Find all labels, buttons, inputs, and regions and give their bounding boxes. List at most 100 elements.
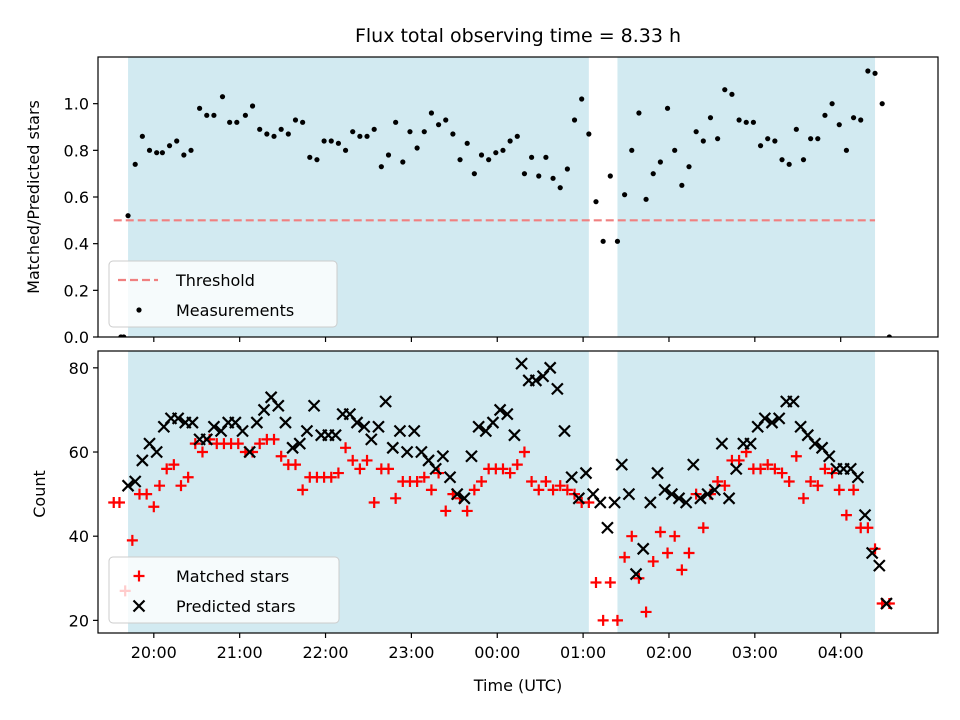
data-point	[736, 117, 742, 123]
data-point	[858, 508, 872, 522]
data-point	[464, 140, 470, 146]
data-point	[300, 424, 314, 438]
data-point	[679, 182, 685, 188]
data-point	[166, 143, 173, 149]
data-point	[188, 147, 194, 153]
data-point	[227, 119, 233, 125]
data-point	[478, 152, 485, 158]
data-point	[800, 157, 807, 163]
data-point	[836, 122, 842, 128]
top-panel: 0.0 0.2 0.4 0.6 0.8 1.0 Threshold Measurements	[64, 56, 939, 347]
data-point	[564, 166, 570, 172]
data-point	[557, 185, 563, 191]
data-point	[529, 374, 543, 387]
data-point	[234, 119, 240, 125]
data-point	[425, 484, 437, 496]
data-point	[765, 416, 779, 429]
data-point	[504, 467, 516, 479]
data-point	[357, 420, 371, 434]
data-point	[400, 159, 406, 165]
data-point	[528, 154, 535, 160]
x-tick-label: 04:00	[818, 643, 864, 662]
data-point	[207, 420, 221, 434]
data-point	[790, 450, 802, 462]
data-point	[572, 492, 586, 505]
data-point	[307, 399, 321, 412]
data-point	[514, 133, 520, 139]
data-point	[472, 420, 485, 434]
data-point	[722, 492, 736, 505]
data-point	[182, 471, 194, 483]
data-point	[407, 129, 413, 135]
data-point	[629, 147, 635, 153]
data-point	[772, 138, 778, 144]
x-tick-label: 01:00	[560, 643, 606, 662]
data-point	[382, 463, 394, 475]
data-point	[622, 487, 636, 501]
data-point	[136, 454, 149, 467]
data-point	[755, 463, 767, 475]
data-point	[329, 428, 342, 442]
data-point	[347, 454, 359, 466]
y-tick-label: 0.2	[64, 281, 89, 300]
data-point	[148, 501, 160, 513]
data-point	[693, 129, 699, 135]
data-point	[565, 470, 578, 484]
data-point	[436, 449, 450, 463]
data-point	[286, 441, 299, 455]
data-point	[551, 382, 564, 396]
y-tick-label: 1.0	[64, 95, 89, 114]
data-point	[543, 361, 557, 375]
data-point	[443, 117, 449, 123]
data-point	[843, 147, 850, 153]
data-point	[257, 403, 271, 417]
data-point	[607, 173, 613, 179]
chart-title: Flux total observing time = 8.33 h	[355, 25, 681, 47]
data-point	[622, 192, 628, 198]
data-point	[719, 480, 731, 492]
data-point	[521, 171, 528, 177]
data-point	[400, 445, 414, 459]
legend-marker	[132, 599, 146, 613]
legend-label: Matched stars	[176, 567, 289, 586]
data-point	[707, 115, 714, 121]
data-point	[204, 112, 210, 118]
data-point	[264, 131, 270, 137]
data-point	[672, 492, 686, 505]
data-point	[407, 424, 421, 438]
data-point	[665, 487, 679, 501]
x-tick-label: 00:00	[474, 643, 520, 662]
data-point	[196, 446, 208, 458]
data-point	[805, 475, 817, 487]
data-point	[708, 483, 722, 497]
data-point	[126, 534, 138, 546]
data-point	[386, 441, 400, 455]
data-point	[174, 138, 180, 144]
data-point	[644, 496, 657, 509]
data-point	[862, 522, 874, 534]
data-point	[683, 547, 695, 559]
data-point	[307, 154, 313, 160]
plot-area	[113, 68, 892, 337]
data-point	[594, 496, 607, 509]
data-point	[600, 238, 606, 244]
data-point	[368, 497, 380, 509]
data-point	[701, 487, 714, 501]
data-point	[186, 416, 199, 429]
y-tick-label: 0.4	[64, 235, 89, 254]
data-point	[500, 147, 506, 153]
data-point	[662, 547, 674, 559]
data-point	[815, 136, 821, 142]
legend-marker	[136, 307, 142, 313]
data-point	[547, 484, 559, 496]
data-point	[139, 133, 145, 139]
data-point	[121, 334, 127, 337]
data-point	[435, 122, 442, 128]
data-point	[278, 126, 284, 132]
data-point	[651, 466, 664, 480]
legend: Threshold Measurements	[108, 260, 338, 328]
data-point	[257, 126, 263, 132]
data-point	[468, 484, 480, 496]
data-point	[786, 161, 792, 167]
